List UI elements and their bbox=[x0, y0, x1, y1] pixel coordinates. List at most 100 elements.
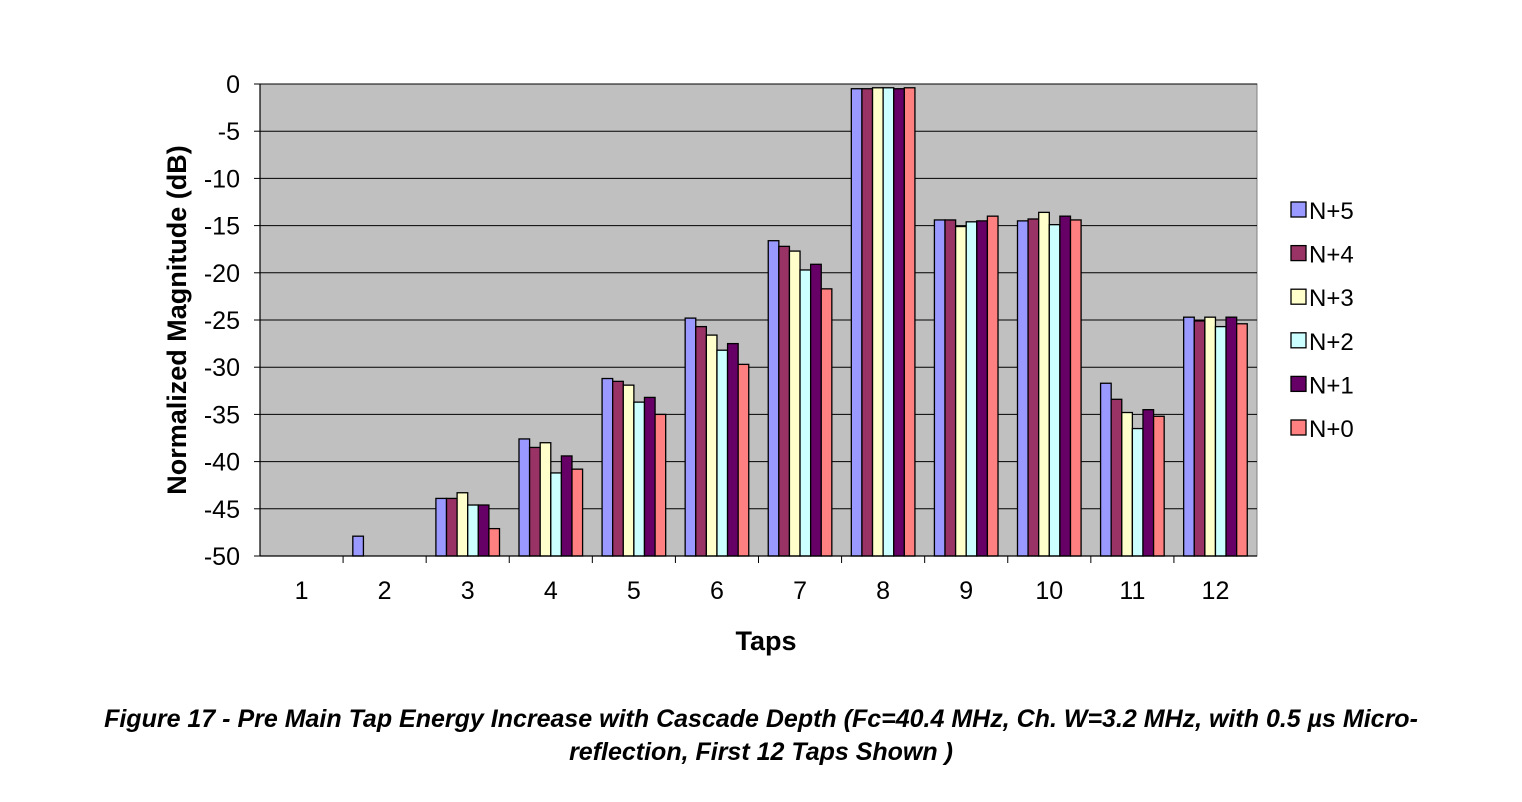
bar-N+0-tap-10 bbox=[1069, 219, 1082, 557]
bar-N+2-tap-3 bbox=[467, 504, 479, 557]
bar-N+2-tap-8 bbox=[882, 87, 895, 557]
y-tick-label: -45 bbox=[204, 496, 240, 524]
x-tick-labels: 1 2 3 4 5 6 7 8 9 10 11 12 bbox=[295, 577, 1230, 605]
legend-label-N+3: N+3 bbox=[1309, 285, 1354, 312]
x-tick-label: 7 bbox=[793, 577, 807, 605]
bar-N+1-tap-6 bbox=[726, 342, 739, 557]
legend-swatch-N+2 bbox=[1290, 332, 1307, 349]
bar-N+0-tap-5 bbox=[654, 413, 667, 557]
x-axis-title: Taps bbox=[735, 626, 796, 656]
bar-N+1-tap-12 bbox=[1225, 316, 1238, 557]
bar-N+0-tap-6 bbox=[737, 363, 750, 557]
caption-line-1: Figure 17 - Pre Main Tap Energy Increase… bbox=[104, 705, 1418, 733]
gridlines bbox=[260, 83, 1257, 510]
bar-N+2-tap-10 bbox=[1048, 224, 1061, 557]
bar-N+2-tap-6 bbox=[716, 349, 729, 557]
axes bbox=[254, 83, 1257, 563]
bar-N+2-tap-11 bbox=[1131, 427, 1144, 557]
x-tick-label: 3 bbox=[461, 577, 475, 605]
bar-N+2-tap-5 bbox=[633, 401, 646, 557]
y-tick-label: -50 bbox=[204, 543, 240, 571]
bar-N+4-tap-12 bbox=[1193, 320, 1206, 557]
bar-N+0-tap-12 bbox=[1236, 323, 1248, 557]
y-tick-label: -5 bbox=[218, 118, 240, 146]
x-tick-label: 2 bbox=[378, 577, 392, 605]
y-tick-label: -35 bbox=[204, 401, 240, 429]
bar-N+5-tap-8 bbox=[850, 88, 863, 557]
x-tick-label: 8 bbox=[876, 577, 890, 605]
bar-N+1-tap-11 bbox=[1142, 409, 1155, 557]
bar-N+4-tap-9 bbox=[944, 219, 957, 557]
bar-N+4-tap-10 bbox=[1027, 218, 1040, 557]
legend-swatch-N+5 bbox=[1290, 201, 1307, 218]
bar-N+3-tap-12 bbox=[1204, 316, 1217, 557]
y-tick-label: -10 bbox=[204, 165, 240, 193]
y-tick-labels: 0 -5 -10 -15 -20 -25 -30 -35 -40 -45 -50 bbox=[204, 71, 240, 571]
y-tick-label: 0 bbox=[226, 71, 240, 99]
legend-label-N+1: N+1 bbox=[1309, 372, 1354, 399]
x-tick-label: 5 bbox=[627, 577, 641, 605]
bar-N+1-tap-9 bbox=[976, 220, 989, 557]
bar-N+3-tap-8 bbox=[871, 87, 884, 557]
bar-N+2-tap-4 bbox=[550, 472, 563, 557]
y-tick-label: -40 bbox=[204, 449, 240, 477]
bar-N+4-tap-6 bbox=[695, 325, 708, 557]
caption-line-2: reflection, First 12 Taps Shown ) bbox=[569, 738, 953, 766]
x-tick-label: 10 bbox=[1035, 577, 1063, 605]
bar-N+1-tap-4 bbox=[560, 455, 573, 557]
bar-N+5-tap-3 bbox=[435, 497, 448, 557]
legend-label-N+5: N+5 bbox=[1309, 198, 1354, 225]
bar-N+5-tap-5 bbox=[601, 377, 614, 557]
bar-N+5-tap-7 bbox=[767, 240, 780, 557]
bar-N+3-tap-11 bbox=[1121, 411, 1134, 557]
bar-N+1-tap-10 bbox=[1059, 215, 1072, 557]
bar-N+4-tap-5 bbox=[612, 380, 624, 557]
x-tick-label: 9 bbox=[959, 577, 973, 605]
bar-N+1-tap-7 bbox=[809, 263, 822, 557]
bar-N+3-tap-6 bbox=[705, 334, 718, 557]
bar-N+3-tap-5 bbox=[622, 384, 635, 557]
bar-N+5-tap-12 bbox=[1183, 316, 1195, 557]
bar-N+2-tap-9 bbox=[965, 221, 978, 557]
bars bbox=[352, 87, 1248, 557]
legend-swatch-N+0 bbox=[1290, 419, 1307, 436]
x-tick-label: 6 bbox=[710, 577, 724, 605]
y-tick-label: -30 bbox=[204, 354, 240, 382]
y-tick-label: -15 bbox=[204, 213, 240, 241]
bar-N+4-tap-3 bbox=[445, 497, 458, 557]
bar-N+3-tap-10 bbox=[1038, 211, 1050, 557]
legend-swatch-N+4 bbox=[1290, 244, 1307, 262]
bar-N+3-tap-7 bbox=[788, 250, 801, 557]
bar-N+5-tap-11 bbox=[1099, 382, 1112, 557]
bar-N+2-tap-7 bbox=[799, 269, 812, 557]
y-tick-label: -20 bbox=[204, 260, 240, 288]
bar-N+0-tap-3 bbox=[488, 527, 501, 557]
bar-N+4-tap-11 bbox=[1110, 398, 1123, 557]
bar-N+1-tap-3 bbox=[477, 504, 490, 557]
bar-N+0-tap-11 bbox=[1152, 415, 1165, 557]
figure-caption: Figure 17 - Pre Main Tap Energy Increase… bbox=[0, 703, 1522, 769]
x-tick-label: 11 bbox=[1119, 577, 1145, 605]
bar-N+0-tap-9 bbox=[986, 215, 999, 557]
legend-label-N+0: N+0 bbox=[1309, 416, 1354, 443]
x-tick-label: 4 bbox=[544, 577, 558, 605]
bar-N+5-tap-10 bbox=[1016, 220, 1029, 557]
bar-N+0-tap-7 bbox=[820, 288, 833, 557]
y-axis-title: Normalized Magnitude (dB) bbox=[162, 145, 192, 495]
bar-N+4-tap-7 bbox=[778, 245, 791, 557]
legend-label-N+2: N+2 bbox=[1309, 329, 1354, 356]
bar-N+4-tap-4 bbox=[528, 446, 541, 557]
legend-swatch-N+3 bbox=[1290, 288, 1307, 305]
bar-N+0-tap-4 bbox=[571, 468, 584, 557]
bar-N+5-tap-4 bbox=[518, 438, 531, 557]
bar-N+3-tap-3 bbox=[456, 492, 469, 557]
bar-N+2-tap-12 bbox=[1214, 325, 1227, 557]
bar-N+5-tap-9 bbox=[933, 219, 946, 557]
bar-N+3-tap-4 bbox=[539, 442, 552, 557]
bar-N+1-tap-8 bbox=[893, 88, 905, 557]
legend-swatch-N+1 bbox=[1290, 375, 1307, 393]
x-tick-label: 12 bbox=[1202, 577, 1230, 605]
bar-N+5-tap-2 bbox=[352, 535, 365, 557]
legend: N+5 N+4 N+3 N+2 N+1 N+0 bbox=[1290, 198, 1354, 443]
